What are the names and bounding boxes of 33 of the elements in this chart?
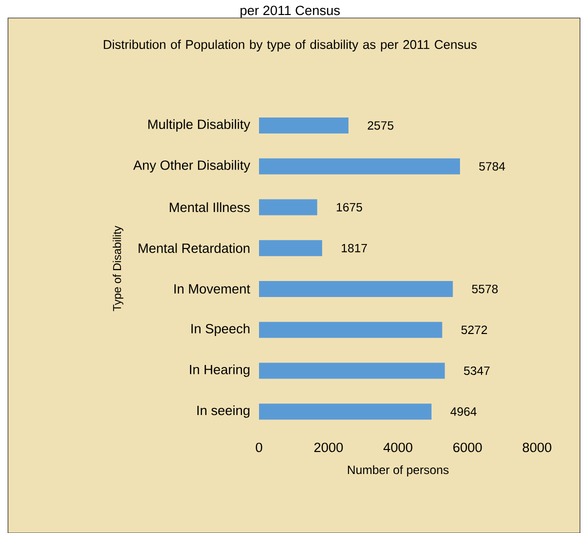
bar [258, 199, 318, 216]
bar [258, 280, 453, 297]
y-tick-label: Mental Retardation [138, 243, 250, 253]
data-label: 5347 [464, 366, 490, 375]
data-label: 1817 [342, 244, 367, 252]
bar [258, 117, 348, 134]
y-tick-label: Multiple Disability [148, 119, 250, 132]
y-tick-label: Any Other Disability [133, 160, 250, 173]
data-label: 2575 [368, 121, 394, 130]
y-axis-title: Type of Disability [112, 226, 124, 312]
bar [258, 322, 442, 338]
y-tick-label: In seeing [197, 405, 250, 418]
y-tick-label: In Hearing [190, 364, 250, 377]
y-tick-label: In Speech [191, 324, 250, 336]
x-axis-title: Number of persons [348, 465, 449, 476]
data-label: 5784 [479, 162, 506, 171]
bar [258, 158, 460, 174]
x-tick-label: 2000 [314, 442, 343, 452]
x-tick-label: 8000 [522, 442, 552, 452]
x-tick-label: 6000 [453, 442, 482, 452]
data-label: 5578 [472, 284, 498, 294]
bar [258, 404, 432, 420]
bar [258, 240, 322, 256]
x-tick-label: 0 [256, 442, 262, 452]
bar [258, 362, 445, 379]
data-label: 4964 [450, 407, 477, 416]
data-label: 1675 [336, 202, 362, 212]
chart-title: Distribution of Population by type of disability as per 2011 Census [104, 40, 477, 52]
text: per 2011 Census [240, 6, 340, 18]
y-tick-label: In Movement [174, 284, 250, 294]
x-tick-label: 4000 [383, 442, 412, 452]
y-tick-label: Mental Illness [170, 202, 250, 212]
data-label: 5272 [461, 326, 487, 334]
